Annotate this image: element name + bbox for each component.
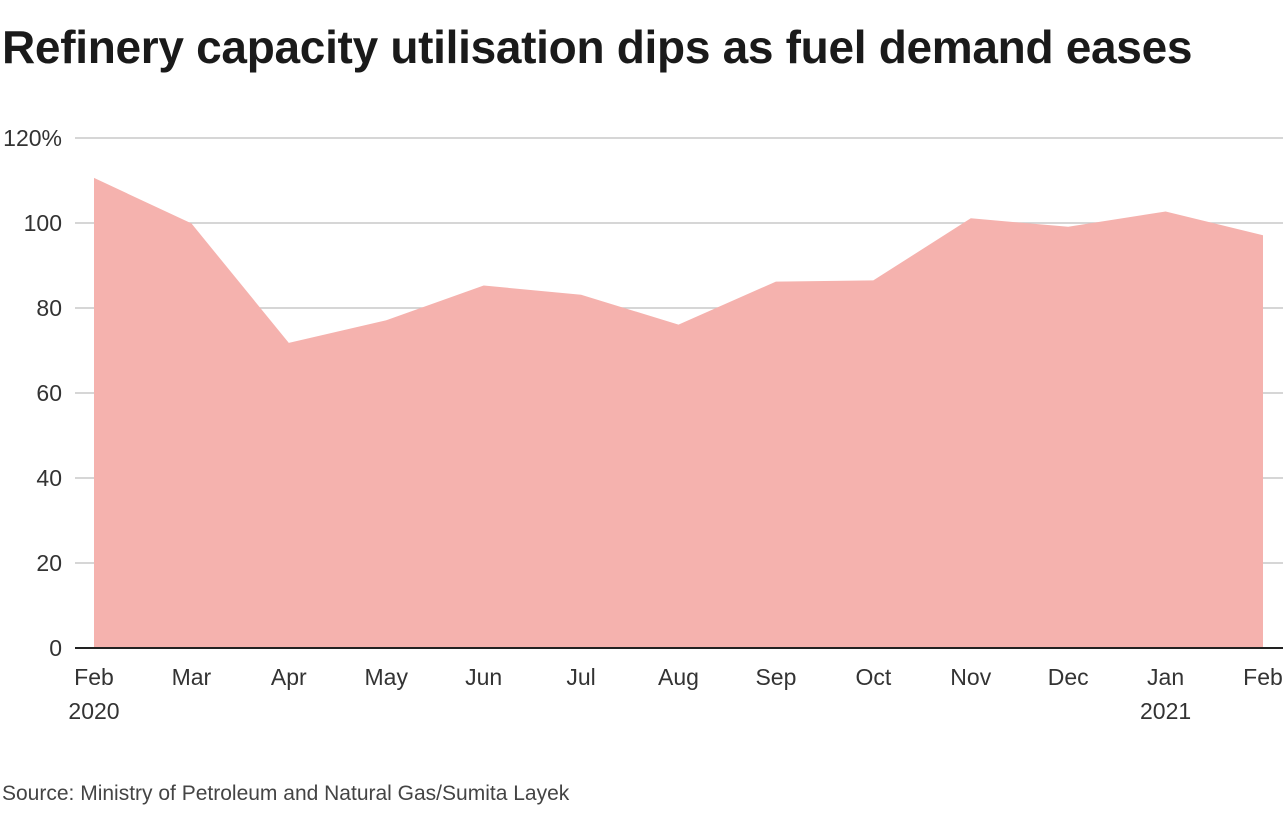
y-tick-label: 100 [24,210,62,236]
y-tick-label: 40 [36,465,62,491]
x-tick-label: Aug [658,664,699,690]
x-tick-label: Feb [1243,664,1283,690]
chart-title: Refinery capacity utilisation dips as fu… [2,21,1193,73]
y-tick-label: 120% [3,125,62,151]
y-tick-label: 80 [36,295,62,321]
x-tick-label: Feb [74,664,114,690]
x-tick-label: Apr [271,664,307,690]
y-tick-label: 0 [49,635,62,661]
y-tick-label: 20 [36,550,62,576]
x-tick-label: Dec [1048,664,1089,690]
source-note: Source: Ministry of Petroleum and Natura… [2,782,570,805]
area-series [94,177,1263,648]
x-tick-label: Jul [566,664,595,690]
x-axis-labels: Feb 2020 Mar Apr May Jun Jul Aug Sep Oct Nov Dec Jan… [68,664,1282,724]
x-tick-label: Oct [855,664,891,690]
area-chart: 0 20 40 60 80 100 120% Feb 2020 Mar Apr May Jun Jul A… [3,125,1283,724]
x-tick-label: Nov [950,664,991,690]
x-tick-year-label: 2020 [68,698,119,724]
x-tick-label: Sep [755,664,796,690]
x-tick-year-label: 2021 [1140,698,1191,724]
x-tick-label: Mar [172,664,212,690]
x-tick-label: May [365,664,409,690]
y-tick-label: 60 [36,380,62,406]
area-fill [94,177,1263,648]
x-tick-label: Jun [465,664,502,690]
y-axis-labels: 0 20 40 60 80 100 120% [3,125,62,661]
x-tick-label: Jan [1147,664,1184,690]
